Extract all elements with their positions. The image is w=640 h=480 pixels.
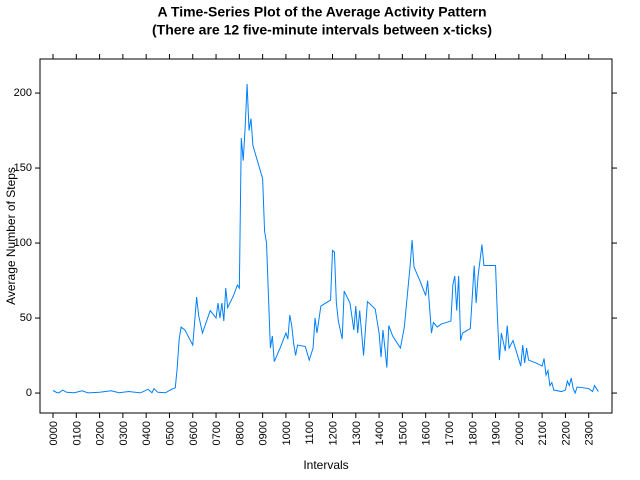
x-tick-label: 2300 (584, 421, 596, 445)
x-tick-label: 1400 (374, 421, 386, 445)
x-tick-label: 1100 (304, 421, 316, 445)
x-tick-label: 1000 (281, 421, 293, 445)
x-tick-label: 2100 (537, 421, 549, 445)
y-tick-label: 100 (14, 237, 32, 249)
x-axis-label: Intervals (303, 458, 348, 472)
x-tick-label: 1300 (351, 421, 363, 445)
x-tick-label: 0100 (71, 421, 83, 445)
y-axis-label: Average Number of Steps (4, 167, 18, 305)
y-tick-label: 50 (20, 312, 32, 324)
y-tick-label: 200 (14, 87, 32, 99)
x-tick-label: 1800 (467, 421, 479, 445)
x-tick-label: 2000 (514, 421, 526, 445)
y-tick-label: 150 (14, 162, 32, 174)
x-tick-label: 0300 (118, 421, 130, 445)
x-tick-label: 0600 (188, 421, 200, 445)
x-tick-label: 0400 (141, 421, 153, 445)
x-tick-label: 0500 (164, 421, 176, 445)
x-tick-label: 1200 (328, 421, 340, 445)
x-tick-label: 0900 (258, 421, 270, 445)
x-tick-label: 1600 (421, 421, 433, 445)
x-tick-label: 0800 (234, 421, 246, 445)
chart-subtitle: (There are 12 five-minute intervals betw… (152, 22, 492, 38)
panel-border (39, 58, 613, 414)
x-tick-label: 1700 (444, 421, 456, 445)
data-line (52, 84, 599, 395)
chart-title: A Time-Series Plot of the Average Activi… (157, 4, 486, 20)
y-tick-label: 0 (26, 387, 32, 399)
x-tick-label: 0000 (48, 421, 60, 445)
x-tick-label: 0200 (95, 421, 107, 445)
x-tick-label: 2200 (560, 421, 572, 445)
x-tick-label: 1500 (397, 421, 409, 445)
x-tick-label: 0700 (211, 421, 223, 445)
x-tick-label: 1900 (491, 421, 503, 445)
